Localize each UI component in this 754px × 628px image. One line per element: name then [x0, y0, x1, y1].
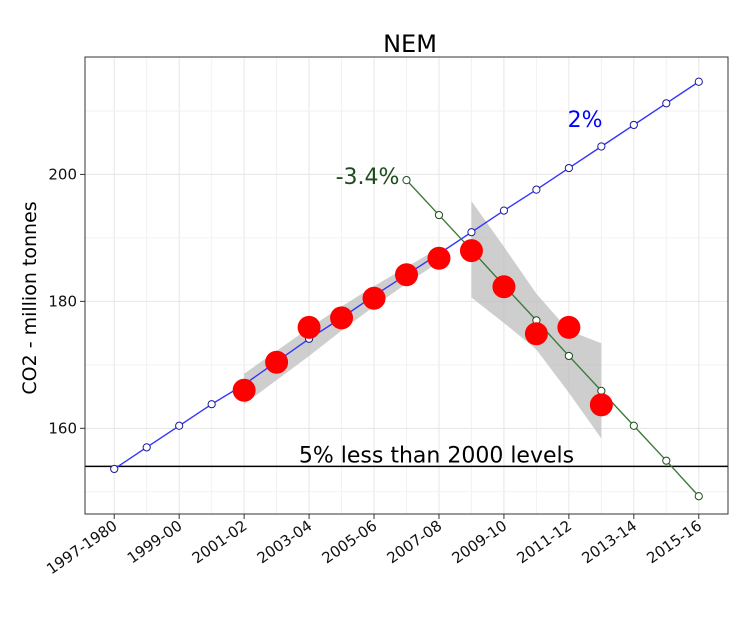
- data-point: [395, 263, 418, 287]
- y-axis-title: CO2 - million tonnes: [19, 201, 41, 394]
- x-tick-label: 2001-02: [189, 517, 251, 568]
- x-tick-label: 2005-06: [319, 517, 381, 568]
- y-axis: 160 180 200: [48, 165, 85, 437]
- x-tick-label: 1997-1980: [43, 517, 120, 579]
- series-marker: [499, 206, 509, 215]
- series-marker: [597, 142, 606, 151]
- series-marker: [142, 443, 151, 452]
- data-point: [265, 350, 289, 374]
- annotation-label: -3.4%: [336, 165, 400, 190]
- series-marker: [629, 120, 638, 130]
- x-tick-label: 2013-14: [578, 517, 640, 568]
- series-marker: [110, 464, 119, 474]
- series-marker: [662, 99, 671, 108]
- series-marker: [402, 176, 411, 185]
- x-tick-label: 1999-00: [124, 517, 186, 568]
- reference-line-label: 5% less than 2000 levels: [299, 443, 574, 468]
- reference-line: 5% less than 2000 levels: [85, 443, 728, 468]
- data-point: [427, 246, 451, 270]
- x-tick-label: 2007-08: [384, 517, 446, 568]
- data-points: [232, 239, 613, 417]
- annotations: 2% -3.4%: [336, 108, 603, 190]
- y-tick-label: 200: [48, 165, 77, 183]
- data-point: [330, 306, 354, 330]
- series-marker: [532, 185, 541, 194]
- series-marker: [694, 492, 703, 501]
- series-line: [405, 179, 700, 497]
- series-marker: [564, 351, 573, 361]
- series-marker: [175, 421, 184, 430]
- annotation-label: 2%: [568, 108, 603, 133]
- series-marker: [207, 400, 216, 409]
- series-marker: [662, 456, 671, 465]
- series-marker: [564, 163, 573, 173]
- data-point: [362, 286, 386, 310]
- data-point: [557, 315, 581, 339]
- y-tick-label: 180: [48, 292, 77, 310]
- series-marker: [629, 421, 638, 430]
- chart-title: NEM: [383, 30, 437, 58]
- data-point: [297, 315, 321, 339]
- series-marker: [434, 210, 444, 220]
- data-point: [232, 378, 256, 402]
- plot-frame: [84, 56, 729, 515]
- data-point: [492, 275, 516, 299]
- data-point: [524, 322, 548, 346]
- y-tick-label: 160: [48, 419, 77, 437]
- x-axis: 1997-1980 1999-00 2001-02 2003-04 2005-06 200…: [43, 514, 705, 578]
- x-tick-label: 2015-16: [643, 517, 705, 568]
- series-marker: [694, 77, 703, 86]
- data-point: [589, 393, 613, 417]
- series-marker: [467, 228, 476, 237]
- plot-border: [84, 56, 729, 515]
- data-point: [459, 239, 483, 263]
- x-tick-label: 2009-10: [449, 517, 511, 568]
- x-tick-label: 2011-12: [513, 517, 575, 568]
- x-tick-label: 2003-04: [254, 517, 316, 568]
